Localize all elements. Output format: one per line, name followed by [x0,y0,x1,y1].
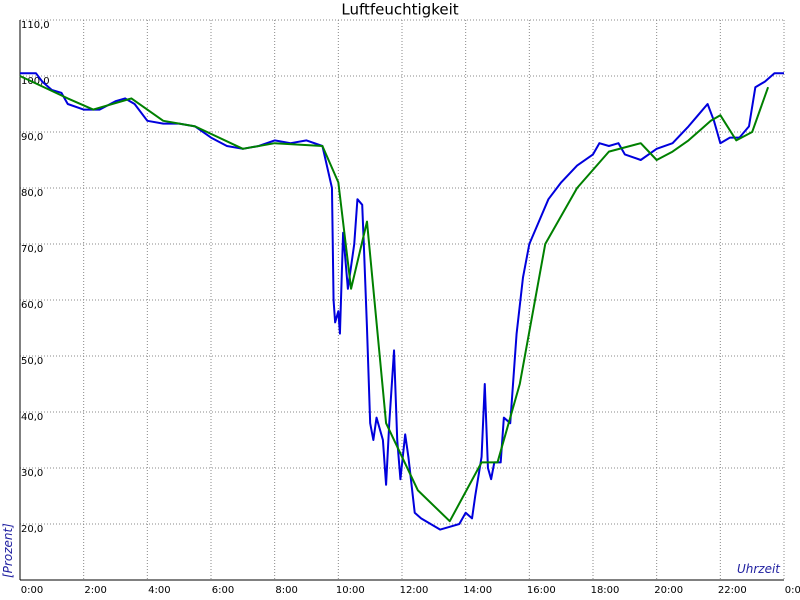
x-tick-label: 8:00 [275,585,297,596]
data-line [19,75,770,523]
x-tick-label: 22:00 [718,585,747,596]
y-tick-label: 90,0 [21,132,43,143]
y-tick-label: 50,0 [21,356,43,367]
data-line [20,72,784,531]
x-tick-label: 6:00 [212,585,234,596]
y-tick-label: 100,0 [21,76,50,87]
x-tick-label: 20:00 [654,585,683,596]
y-tick-label: 110,0 [21,20,50,31]
y-tick-label: 30,0 [21,468,43,479]
y-tick-label: 40,0 [21,412,43,423]
x-tick-label: 10:00 [336,585,365,596]
x-tick-label: 12:00 [400,585,429,596]
y-tick-label: 20,0 [21,524,43,535]
y-tick-label: 60,0 [21,300,43,311]
x-tick-label: 0:00 [21,585,43,596]
x-tick-label: 2:00 [84,585,106,596]
y-tick-label: 70,0 [21,244,43,255]
chart-title: Luftfeuchtigkeit [341,1,458,19]
x-tick-label: 16:00 [527,585,556,596]
x-tick-label: 4:00 [148,585,170,596]
x-tick-label: 14:00 [463,585,492,596]
x-tick-label: 18:00 [591,585,620,596]
y-tick-label: 80,0 [21,188,43,199]
x-tick-label: 0:00 [785,585,800,596]
y-axis-label: [Prozent] [1,523,15,578]
x-axis-label: Uhrzeit [737,562,781,576]
